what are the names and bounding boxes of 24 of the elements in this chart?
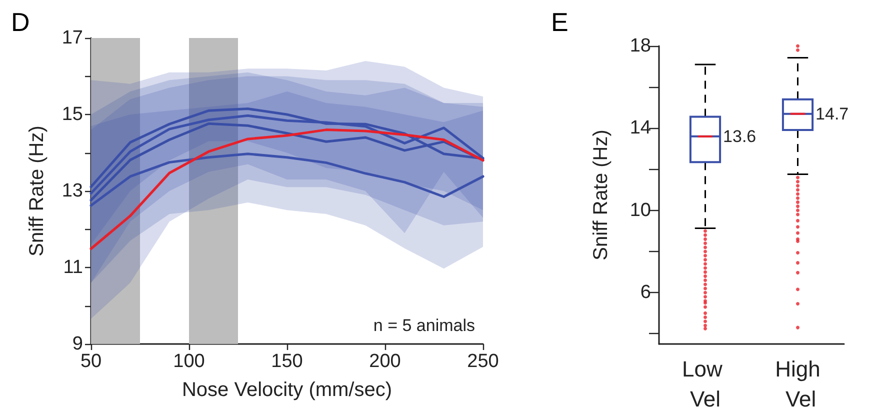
y-tick-label: 15: [62, 104, 83, 125]
y-tick-label: 18: [630, 36, 651, 56]
x-tick-label: 200: [369, 351, 401, 372]
annotation: 13.6: [723, 126, 756, 146]
x-axis-title: Nose Velocity (mm/sec): [182, 379, 392, 401]
x-tick-label: Low Vel: [682, 356, 728, 412]
x-tick-label: 50: [80, 351, 102, 372]
x-tick-label: 250: [467, 351, 499, 372]
y-axis-title: Sniff Rate (Hz): [26, 126, 48, 256]
y-tick-label: 13: [62, 180, 83, 202]
y-axis-title: Sniff Rate (Hz): [590, 130, 612, 260]
annotation: 14.7: [816, 104, 849, 124]
chart-title: E: [551, 7, 568, 37]
x-tick-label: 100: [173, 351, 205, 372]
y-tick-label: 9: [72, 334, 83, 354]
annotation: n = 5 animals: [373, 316, 476, 335]
x-tick-label: High Vel: [775, 356, 820, 412]
y-tick-label: 17: [62, 28, 83, 48]
y-tick-label: 11: [63, 257, 83, 278]
chart-title: D: [11, 7, 30, 37]
y-tick-label: 6: [640, 282, 651, 304]
y-tick-label: 10: [630, 200, 651, 221]
x-tick-label: 150: [271, 351, 303, 372]
y-tick-label: 14: [630, 118, 652, 139]
